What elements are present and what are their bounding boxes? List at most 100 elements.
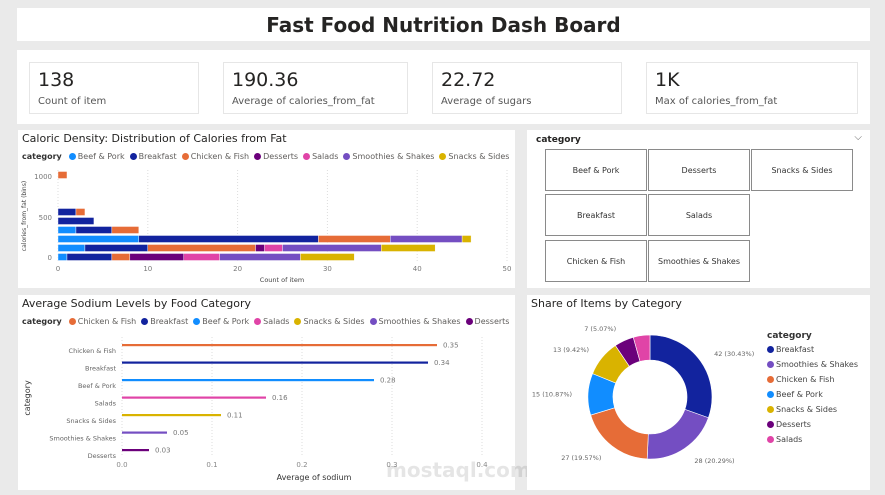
share-donut-chart: Share of Items by Category 42 (30.43%) 28… — [527, 295, 870, 490]
kpi-value: 190.36 — [232, 69, 299, 91]
page-title: Fast Food Nutrition Dash Board — [266, 12, 621, 37]
data-label: 28 (20.29%) — [694, 457, 734, 465]
x-tick-label: 0.2 — [296, 461, 307, 469]
slicer-option[interactable]: Smoothies & Shakes — [648, 240, 750, 282]
legend-item[interactable]: Chicken & Fish — [181, 152, 250, 161]
kpi-card-avg-cal-fat: 190.36 Average of calories_from_fat — [223, 62, 408, 114]
legend-label: Smoothies & Shakes — [378, 317, 461, 326]
chart-title: Average Sodium Levels by Food Category — [22, 297, 251, 310]
legend-dot-icon — [767, 346, 774, 353]
bar-segment — [390, 235, 463, 243]
kpi-row: 138 Count of item 190.36 Average of calori… — [17, 50, 870, 124]
x-tick-label: 20 — [233, 265, 242, 273]
slicer-title: category — [536, 135, 581, 145]
bar-segment — [138, 235, 319, 243]
x-tick-label: 0 — [56, 265, 60, 273]
legend-dot-icon — [369, 318, 377, 325]
bar-segment — [57, 253, 68, 261]
legend-label: Chicken & Fish — [77, 317, 137, 326]
bar-segment — [57, 226, 77, 234]
chart-legend: category Chicken & Fish Breakfast Beef & Po… — [22, 317, 509, 326]
x-tick-label: 0.1 — [206, 461, 217, 469]
data-label: 27 (19.57%) — [561, 454, 601, 462]
slicer-option[interactable]: Breakfast — [545, 194, 647, 236]
legend-item[interactable]: Beef & Pork — [767, 390, 858, 399]
bar-segment — [75, 208, 86, 216]
legend-item[interactable]: Snacks & Sides — [294, 317, 365, 326]
legend-item[interactable]: Beef & Pork — [193, 317, 249, 326]
data-label: 7 (5.07%) — [584, 325, 616, 333]
legend-label: Beef & Pork — [776, 390, 823, 399]
dashboard-title: Fast Food Nutrition Dash Board — [17, 8, 870, 41]
legend-dot-icon — [294, 318, 302, 325]
data-label: 15 (10.87%) — [532, 391, 572, 399]
legend-label: Salads — [312, 152, 339, 161]
chevron-down-icon[interactable]: ⌵ — [854, 132, 862, 143]
legend-item[interactable]: Breakfast — [767, 345, 858, 354]
bar-segment — [129, 253, 184, 261]
legend-item[interactable]: Chicken & Fish — [68, 317, 137, 326]
legend-label: Snacks & Sides — [303, 317, 365, 326]
legend-label: Desserts — [776, 420, 811, 429]
bar-segment — [66, 253, 113, 261]
bar-segment — [147, 244, 256, 252]
chart-legend: category Beef & Pork Breakfast Chicken & Fi… — [22, 152, 509, 161]
caloric-density-chart: Caloric Density: Distribution of Calorie… — [18, 130, 515, 288]
bar-segment — [57, 235, 140, 243]
legend-dot-icon — [767, 376, 774, 383]
legend-item[interactable]: Chicken & Fish — [767, 375, 858, 384]
chart-legend: Breakfast Smoothies & Shakes Chicken & Fis… — [767, 345, 858, 444]
kpi-label: Average of sugars — [441, 96, 532, 107]
x-tick-label: 10 — [143, 265, 152, 273]
bar-segment — [183, 253, 220, 261]
slicer-option[interactable]: Chicken & Fish — [545, 240, 647, 282]
legend-item[interactable]: Breakfast — [129, 152, 177, 161]
legend-dot-icon — [767, 421, 774, 428]
legend-item[interactable]: Smoothies & Shakes — [767, 360, 858, 369]
legend-item[interactable]: Desserts — [254, 152, 298, 161]
legend-dot-icon — [68, 318, 76, 325]
bar — [122, 414, 221, 417]
y-tick-label: 1000 — [34, 173, 52, 181]
bar-segment — [57, 217, 95, 225]
data-label: 0.35 — [443, 342, 459, 350]
legend-title: category — [22, 317, 62, 326]
x-tick-label: 40 — [413, 265, 422, 273]
legend-item[interactable]: Desserts — [767, 420, 858, 429]
legend-item[interactable]: Smoothies & Shakes — [343, 152, 434, 161]
legend-item[interactable]: Salads — [303, 152, 338, 161]
legend-dot-icon — [303, 153, 311, 160]
kpi-label: Average of calories_from_fat — [232, 96, 375, 107]
legend-label: Smoothies & Shakes — [352, 152, 435, 161]
legend-dot-icon — [193, 318, 201, 325]
legend-item[interactable]: Snacks & Sides — [767, 405, 858, 414]
legend-label: Chicken & Fish — [190, 152, 250, 161]
slicer-option[interactable]: Desserts — [648, 149, 750, 191]
y-axis-title: category — [23, 380, 32, 416]
legend-item[interactable]: Salads — [767, 435, 858, 444]
x-axis-title: Average of sodium — [277, 473, 352, 482]
kpi-card-avg-sugars: 22.72 Average of sugars — [432, 62, 622, 114]
legend-item[interactable]: Beef & Pork — [68, 152, 125, 161]
legend-dot-icon — [767, 406, 774, 413]
legend-item[interactable]: Desserts — [465, 317, 510, 326]
slicer-option[interactable]: Salads — [648, 194, 750, 236]
donut-slice — [632, 334, 651, 362]
legend-label: Salads — [776, 435, 803, 444]
slicer-option[interactable]: Snacks & Sides — [751, 149, 853, 191]
legend-item[interactable]: Breakfast — [141, 317, 188, 326]
legend-item[interactable]: Smoothies & Shakes — [369, 317, 461, 326]
data-label: 0.05 — [173, 429, 189, 437]
legend-item[interactable]: Salads — [254, 317, 289, 326]
legend-label: Smoothies & Shakes — [776, 360, 858, 369]
legend-label: Desserts — [474, 317, 510, 326]
kpi-value: 22.72 — [441, 69, 496, 91]
legend-label: Snacks & Sides — [776, 405, 838, 414]
legend-item[interactable]: Snacks & Sides — [439, 152, 509, 161]
slicer-option[interactable]: Beef & Pork — [545, 149, 647, 191]
legend-label: Chicken & Fish — [776, 375, 835, 384]
kpi-card-max-cal-fat: 1K Max of calories_from_fat — [646, 62, 858, 114]
category-slicer: category ⌵ Beef & Pork Desserts Snacks & S… — [527, 130, 870, 288]
bar-segment — [300, 253, 355, 261]
